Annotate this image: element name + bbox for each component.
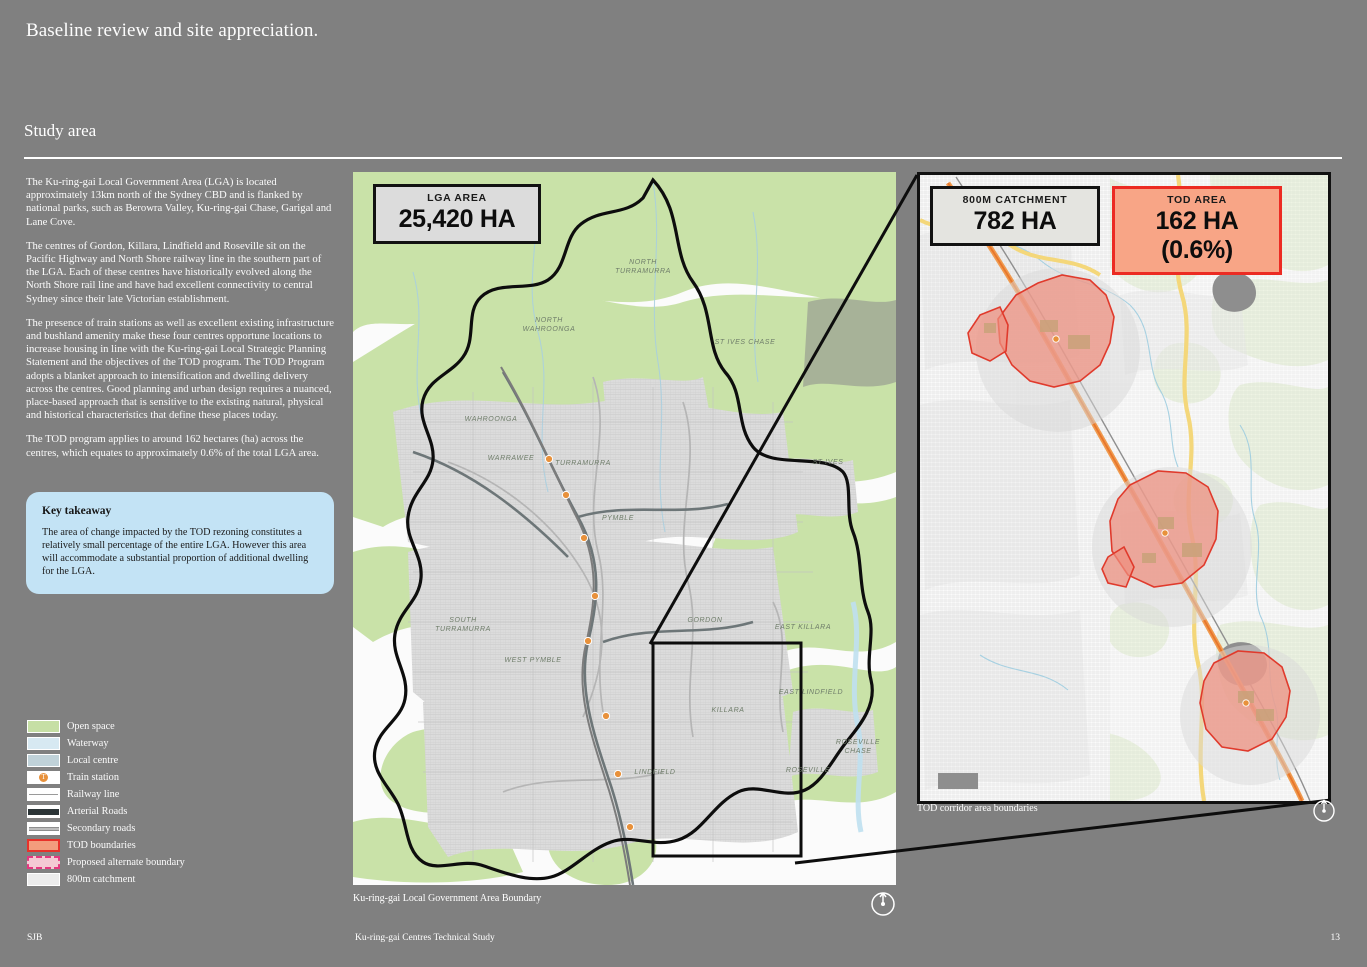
svg-text:NORTH: NORTH: [535, 317, 563, 324]
legend-item-secondary-roads: Secondary roads: [27, 820, 327, 837]
legend-label: TOD boundaries: [67, 840, 136, 851]
lga-area-callout: LGA AREA 25,420 HA: [373, 184, 541, 244]
legend-label: Arterial Roads: [67, 806, 128, 817]
legend-label: 800m catchment: [67, 874, 136, 885]
legend-label: Waterway: [67, 738, 109, 749]
legend-label: Train station: [67, 772, 119, 783]
lga-area-value: 25,420 HA: [398, 205, 516, 233]
legend-item-arterial-roads: Arterial Roads: [27, 803, 327, 820]
title-divider: [24, 157, 1342, 159]
body-text-column: The Ku-ring-gai Local Government Area (L…: [26, 176, 336, 471]
svg-text:EAST KILLARA: EAST KILLARA: [775, 624, 831, 631]
legend-swatch-tod-boundaries: [27, 839, 60, 852]
legend-label: Secondary roads: [67, 823, 136, 834]
catchment-caption: 800M CATCHMENT: [962, 194, 1068, 206]
body-paragraph-3: The presence of train stations as well a…: [26, 316, 335, 422]
svg-text:EAST LINDFIELD: EAST LINDFIELD: [779, 689, 843, 696]
legend-item-train-station: T Train station: [27, 769, 327, 786]
svg-text:ROSEVILLE: ROSEVILLE: [836, 739, 880, 746]
svg-text:KILLARA: KILLARA: [712, 707, 745, 714]
svg-text:WAHROONGA: WAHROONGA: [465, 416, 518, 423]
legend-item-waterway: Waterway: [27, 735, 327, 752]
svg-text:SOUTH: SOUTH: [449, 617, 477, 624]
legend-item-open-space: Open space: [27, 718, 327, 735]
legend-swatch-local-centre: [27, 754, 60, 767]
legend-label: Local centre: [67, 755, 119, 766]
legend-item-tod-boundaries: TOD boundaries: [27, 837, 327, 854]
map-legend: Open space Waterway Local centre T Train…: [27, 718, 327, 888]
body-paragraph-2: The centres of Gordon, Killara, Lindfiel…: [26, 239, 322, 305]
svg-text:ST IVES: ST IVES: [812, 459, 843, 466]
svg-text:WEST PYMBLE: WEST PYMBLE: [504, 657, 561, 664]
legend-swatch-arterial-roads: [27, 805, 60, 818]
svg-text:PYMBLE: PYMBLE: [602, 515, 634, 522]
svg-text:LINDFIELD: LINDFIELD: [634, 769, 675, 776]
legend-item-800m-catchment: 800m catchment: [27, 871, 327, 888]
lga-overview-map[interactable]: NORTH TURRAMURRA NORTH WAHROONGA ST IVES…: [353, 172, 896, 885]
tod-area-caption: TOD AREA: [1167, 194, 1227, 206]
footer-logo: SJB: [27, 933, 43, 943]
key-takeaway-box: Key takeaway The area of change impacted…: [26, 492, 334, 594]
body-paragraph-1: The Ku-ring-gai Local Government Area (L…: [26, 176, 332, 228]
left-map-caption: Ku-ring-gai Local Government Area Bounda…: [353, 893, 542, 904]
key-takeaway-heading: Key takeaway: [42, 505, 112, 517]
legend-swatch-waterway: [27, 737, 60, 750]
legend-swatch-proposed-alternate-boundary: [27, 856, 60, 869]
svg-text:TURRAMURRA: TURRAMURRA: [435, 626, 491, 633]
footer-study-title: Ku-ring-gai Centres Technical Study: [355, 933, 495, 943]
legend-label: Open space: [67, 721, 115, 732]
right-map-caption: TOD corridor area boundaries: [917, 803, 1038, 814]
key-takeaway-text: The area of change impacted by the TOD r…: [42, 527, 309, 577]
legend-label: Railway line: [67, 789, 120, 800]
lga-area-caption: LGA AREA: [427, 192, 487, 204]
tod-map-canvas: [920, 175, 1328, 801]
legend-label: Proposed alternate boundary: [67, 857, 185, 868]
compass-north-icon-left: [869, 887, 897, 919]
legend-item-local-centre: Local centre: [27, 752, 327, 769]
svg-text:WARRAWEE: WARRAWEE: [488, 455, 535, 462]
legend-swatch-open-space: [27, 720, 60, 733]
legend-item-proposed-alternate-boundary: Proposed alternate boundary: [27, 854, 327, 871]
legend-swatch-railway-line: [27, 788, 60, 801]
train-station-icon: T: [27, 771, 60, 784]
svg-text:GORDON: GORDON: [687, 617, 722, 624]
compass-north-icon-right: [1311, 795, 1337, 825]
tod-area-callout: TOD AREA 162 HA (0.6%): [1112, 186, 1282, 275]
legend-swatch-800m-catchment: [27, 873, 60, 886]
tod-area-value: 162 HA (0.6%): [1155, 207, 1239, 264]
page-number: 13: [1330, 933, 1341, 943]
svg-text:ROSEVILLE: ROSEVILLE: [786, 767, 830, 774]
page-title: Baseline review and site appreciation.: [26, 20, 319, 41]
svg-text:TURRAMURRA: TURRAMURRA: [555, 460, 611, 467]
svg-text:CHASE: CHASE: [844, 748, 871, 755]
tod-corridor-map[interactable]: [917, 172, 1331, 804]
catchment-value: 782 HA: [973, 207, 1057, 235]
legend-item-railway-line: Railway line: [27, 786, 327, 803]
svg-text:NORTH: NORTH: [629, 259, 657, 266]
body-paragraph-4: The TOD program applies to around 162 he…: [26, 433, 319, 459]
catchment-area-callout: 800M CATCHMENT 782 HA: [930, 186, 1100, 246]
legend-swatch-secondary-roads: [27, 822, 60, 835]
lga-map-canvas: NORTH TURRAMURRA NORTH WAHROONGA ST IVES…: [353, 172, 896, 885]
svg-text:TURRAMURRA: TURRAMURRA: [615, 268, 671, 275]
svg-text:WAHROONGA: WAHROONGA: [523, 326, 576, 333]
section-title: Study area: [24, 121, 97, 140]
svg-text:ST IVES CHASE: ST IVES CHASE: [715, 339, 776, 346]
